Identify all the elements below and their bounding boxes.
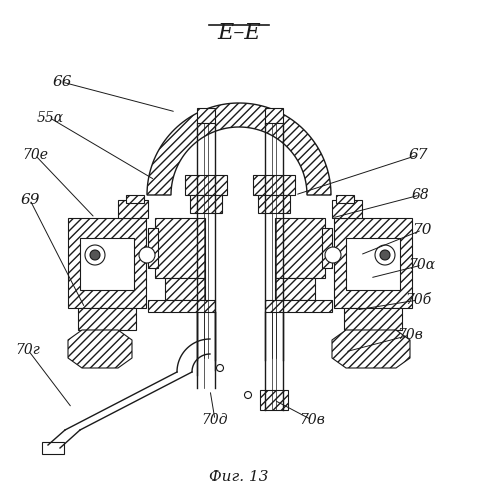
Text: 70α: 70α [408, 258, 435, 272]
Bar [42, 442, 64, 454]
Text: 70г: 70г [16, 343, 40, 357]
Bar [197, 108, 215, 123]
Circle shape [139, 247, 155, 263]
Bar [78, 308, 136, 330]
Bar [260, 390, 288, 410]
Text: 68: 68 [411, 188, 429, 202]
Bar [344, 308, 402, 330]
Bar [336, 195, 354, 203]
Bar [346, 238, 400, 290]
Polygon shape [147, 103, 331, 195]
Polygon shape [332, 330, 410, 368]
Circle shape [380, 250, 390, 260]
Bar [265, 108, 283, 123]
Circle shape [85, 245, 105, 265]
Bar [253, 175, 295, 195]
Bar [185, 175, 227, 195]
Bar [148, 228, 158, 268]
Bar [265, 300, 332, 312]
Text: 70д: 70д [202, 413, 228, 427]
Bar [80, 238, 134, 290]
Bar [334, 218, 412, 308]
Bar [165, 278, 205, 300]
Text: 55α: 55α [36, 111, 64, 125]
Circle shape [375, 245, 395, 265]
Text: 67: 67 [408, 148, 428, 162]
Text: 70: 70 [412, 223, 432, 237]
Text: 70е: 70е [22, 148, 48, 162]
Bar [275, 218, 325, 278]
Polygon shape [68, 330, 132, 368]
Text: 66: 66 [52, 75, 72, 89]
Bar [258, 195, 290, 213]
Text: 70в: 70в [299, 413, 325, 427]
Text: 70б: 70б [405, 293, 431, 307]
Text: 69: 69 [20, 193, 40, 207]
Circle shape [90, 250, 100, 260]
Text: 70в: 70в [397, 328, 423, 342]
Bar [332, 200, 362, 218]
Bar [322, 228, 332, 268]
Circle shape [245, 392, 251, 399]
Bar [155, 218, 205, 278]
Bar [190, 195, 222, 213]
Text: Е–Е: Е–Е [217, 22, 261, 44]
Bar [148, 300, 215, 312]
Bar [126, 195, 144, 203]
Bar [68, 218, 146, 308]
Circle shape [325, 247, 341, 263]
Bar [275, 278, 315, 300]
Bar [118, 200, 148, 218]
Circle shape [217, 364, 224, 371]
Text: Фиг. 13: Фиг. 13 [209, 470, 269, 484]
